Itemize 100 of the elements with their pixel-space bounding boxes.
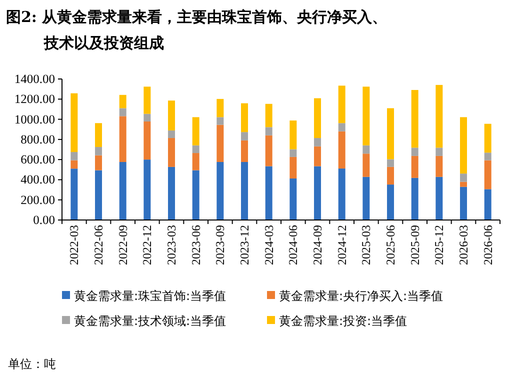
bar	[411, 90, 418, 148]
bar	[387, 159, 394, 167]
y-tick-label: 200.00	[20, 192, 55, 207]
bar	[216, 98, 224, 118]
bar	[362, 145, 370, 154]
bar	[460, 117, 467, 174]
bar	[436, 156, 443, 177]
bar	[484, 152, 492, 160]
x-tick-label: 2025-03	[359, 225, 374, 265]
bar	[362, 176, 370, 220]
bar	[362, 154, 370, 177]
bar	[484, 160, 492, 190]
bar	[387, 108, 394, 160]
y-tick-label: 800.00	[20, 132, 55, 146]
x-tick-label: 2024-12	[334, 225, 349, 265]
x-tick-label: 2022-03	[67, 225, 82, 265]
bar	[192, 145, 200, 154]
bar	[314, 138, 321, 146]
bar	[95, 155, 102, 170]
legend-label: 黄金需求量:技术领域:当季值	[74, 314, 226, 328]
y-tick-label: 400.00	[20, 172, 55, 187]
x-tick-label: 2025-09	[408, 225, 422, 265]
x-tick-label: 2023-12	[238, 225, 252, 265]
bar	[168, 130, 175, 138]
x-tick-label: 2025-12	[432, 225, 446, 265]
bar	[338, 168, 346, 220]
bar	[241, 103, 248, 132]
x-tick-label: 2023-09	[213, 225, 228, 265]
y-tick-label: 1400.00	[14, 72, 55, 86]
bar	[265, 135, 272, 166]
bar	[95, 146, 102, 156]
bar	[192, 117, 200, 146]
bar	[411, 156, 418, 178]
y-tick-label: 0.00	[33, 213, 55, 227]
bar	[144, 86, 151, 114]
bar	[460, 186, 467, 220]
bar	[70, 160, 78, 169]
x-tick-label: 2024-09	[310, 225, 324, 265]
bar	[241, 162, 248, 220]
y-tick-label: 1000.00	[14, 112, 55, 126]
bar	[192, 170, 200, 220]
bar	[119, 162, 126, 220]
bar	[484, 124, 492, 153]
bar	[70, 152, 78, 160]
bar	[484, 189, 492, 220]
bar	[314, 146, 321, 166]
bar	[387, 184, 394, 220]
bar	[265, 166, 272, 220]
chart-title: 图2: 从黄金需求量来看，主要由珠宝首饰、央行净买入、技术以及投资组成	[6, 8, 388, 52]
x-tick-label: 2025-06	[384, 225, 398, 265]
bar	[168, 138, 175, 167]
y-tick-label: 600.00	[20, 152, 55, 167]
bar	[314, 166, 321, 220]
bar	[436, 176, 443, 220]
bar	[314, 98, 321, 138]
bar	[70, 168, 78, 220]
bar	[168, 166, 175, 220]
bar	[119, 116, 126, 162]
bar	[387, 166, 394, 185]
bar	[216, 117, 224, 125]
x-tick-label: 2022-09	[116, 225, 130, 265]
bar	[436, 84, 443, 148]
x-tick-label: 2026-03	[456, 225, 470, 265]
bar	[216, 162, 224, 220]
bar	[265, 127, 272, 136]
x-tick-label: 2022-06	[92, 225, 106, 265]
bar	[290, 120, 297, 150]
y-tick-label: 1200.00	[14, 92, 55, 106]
bar	[241, 132, 248, 140]
x-tick-label: 2022-12	[140, 225, 154, 265]
bar	[338, 86, 346, 124]
bar	[460, 174, 467, 182]
bar	[411, 178, 418, 220]
bar	[436, 148, 443, 156]
bar	[144, 122, 151, 160]
bar	[168, 100, 175, 130]
bar	[362, 86, 370, 146]
bar	[144, 114, 151, 122]
bar	[144, 160, 151, 220]
x-tick-label: 2024-06	[286, 225, 300, 265]
bar	[241, 140, 248, 162]
bar	[95, 123, 102, 147]
bar	[460, 182, 467, 187]
bar	[95, 170, 102, 220]
x-tick-label: 2023-03	[164, 225, 178, 265]
bar	[216, 124, 224, 162]
x-tick-label: 2023-06	[188, 225, 203, 265]
bar	[119, 94, 126, 108]
bar	[119, 108, 126, 116]
bar	[290, 156, 297, 179]
bar	[70, 93, 78, 152]
bar	[338, 123, 346, 132]
legend-label: 黄金需求量:珠宝首饰:当季值	[74, 289, 226, 303]
x-tick-label: 2026-06	[480, 225, 495, 265]
bar	[338, 131, 346, 169]
bar	[265, 104, 272, 128]
bar	[411, 148, 418, 156]
x-tick-label: 2024-03	[262, 225, 276, 265]
legend-label: 黄金需求量:投资:当季值	[279, 314, 408, 328]
bar	[290, 178, 297, 220]
